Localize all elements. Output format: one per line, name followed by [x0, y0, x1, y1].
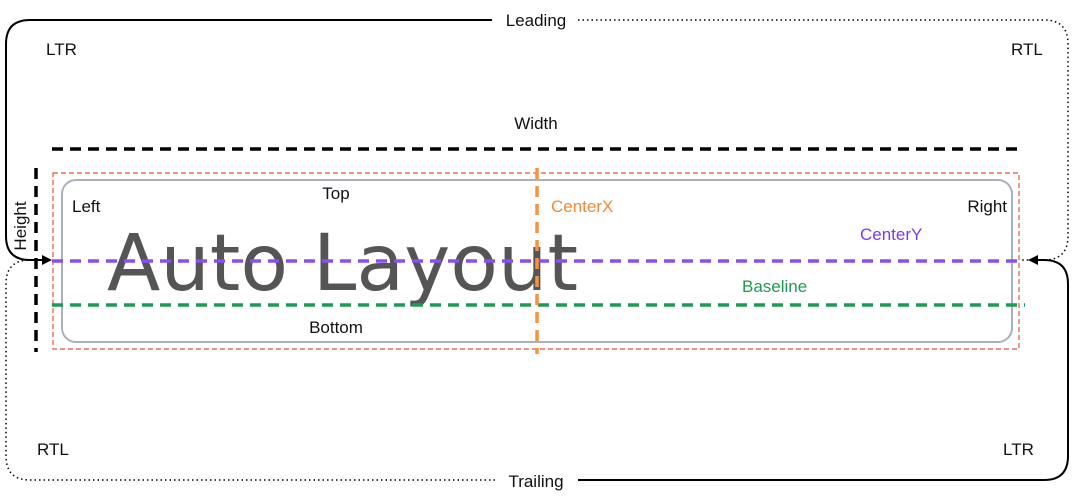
auto-layout-title: Auto Layout	[107, 219, 578, 309]
leading-bracket-dotted	[578, 19, 1069, 261]
width-label: Width	[514, 114, 557, 133]
baseline-label: Baseline	[742, 277, 807, 296]
height-label: Height	[11, 201, 30, 250]
trailing-bracket-dotted	[5, 259, 495, 481]
trailing-bracket-solid	[578, 255, 1069, 481]
centery-label: CenterY	[860, 225, 922, 244]
top-label: Top	[322, 184, 349, 203]
rtl-bottom-label: RTL	[37, 440, 69, 459]
left-label: Left	[72, 197, 101, 216]
leading-bracket-solid	[5, 19, 492, 265]
centerx-label: CenterX	[551, 197, 613, 216]
trailing-label: Trailing	[508, 472, 563, 491]
ltr-top-label: LTR	[46, 40, 77, 59]
rtl-top-label: RTL	[1011, 40, 1043, 59]
leading-label: Leading	[506, 11, 567, 30]
right-label: Right	[967, 197, 1007, 216]
bottom-label: Bottom	[309, 318, 363, 337]
ltr-bottom-label: LTR	[1003, 440, 1034, 459]
